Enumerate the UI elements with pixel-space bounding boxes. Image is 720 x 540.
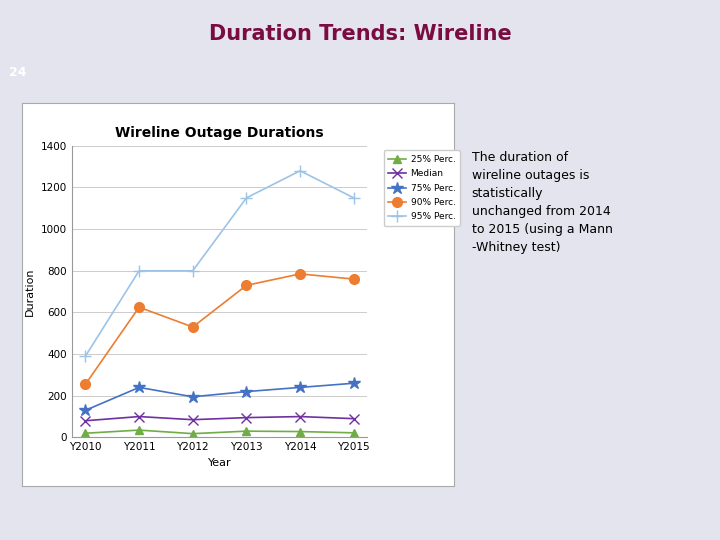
X-axis label: Year: Year: [208, 458, 231, 468]
Line: 75% Perc.: 75% Perc.: [79, 377, 360, 416]
25% Perc.: [242, 428, 251, 434]
Median: [81, 417, 90, 424]
Text: Duration Trends: Wireline: Duration Trends: Wireline: [209, 24, 511, 44]
90% Perc.: [189, 324, 197, 330]
Legend: 25% Perc., Median, 75% Perc., 90% Perc., 95% Perc.: 25% Perc., Median, 75% Perc., 90% Perc.,…: [384, 150, 460, 226]
95% Perc.: [81, 353, 90, 360]
Line: 90% Perc.: 90% Perc.: [81, 269, 359, 389]
Line: Median: Median: [81, 411, 359, 426]
25% Perc.: [189, 430, 197, 437]
25% Perc.: [296, 428, 305, 435]
90% Perc.: [135, 304, 143, 310]
25% Perc.: [349, 430, 358, 436]
75% Perc.: [242, 388, 251, 395]
90% Perc.: [81, 381, 90, 388]
Median: [349, 415, 358, 422]
Median: [242, 414, 251, 421]
Median: [296, 413, 305, 420]
Text: The duration of
wireline outages is
statistically
unchanged from 2014
to 2015 (u: The duration of wireline outages is stat…: [472, 151, 613, 254]
75% Perc.: [135, 384, 143, 390]
95% Perc.: [189, 267, 197, 274]
Text: 24: 24: [9, 66, 26, 79]
75% Perc.: [296, 384, 305, 390]
95% Perc.: [242, 194, 251, 201]
75% Perc.: [81, 407, 90, 414]
Title: Wireline Outage Durations: Wireline Outage Durations: [115, 126, 324, 140]
90% Perc.: [349, 276, 358, 282]
75% Perc.: [349, 380, 358, 387]
75% Perc.: [189, 394, 197, 400]
Line: 95% Perc.: 95% Perc.: [80, 165, 359, 362]
95% Perc.: [296, 167, 305, 174]
25% Perc.: [135, 427, 143, 433]
Median: [189, 416, 197, 423]
Line: 25% Perc.: 25% Perc.: [81, 426, 358, 438]
95% Perc.: [349, 194, 358, 201]
95% Perc.: [135, 267, 143, 274]
90% Perc.: [242, 282, 251, 288]
Median: [135, 413, 143, 420]
Y-axis label: Duration: Duration: [25, 267, 35, 316]
90% Perc.: [296, 271, 305, 277]
25% Perc.: [81, 430, 90, 436]
